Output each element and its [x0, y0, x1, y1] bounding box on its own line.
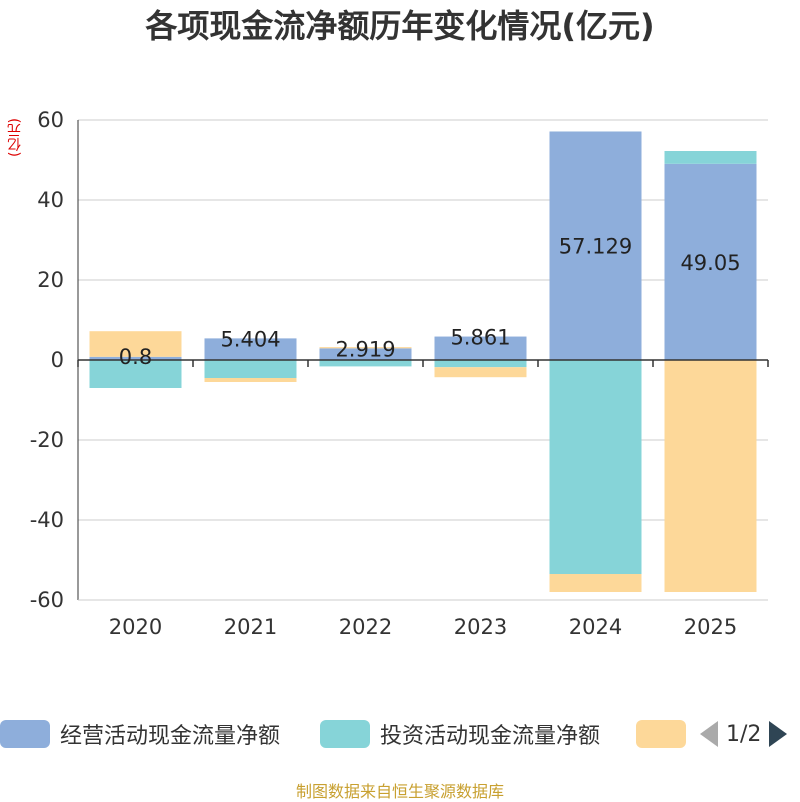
bar-investing-2024 — [549, 360, 642, 574]
x-tick-label: 2021 — [224, 615, 277, 639]
bar-financing-2022 — [319, 347, 412, 349]
chart-title: 各项现金流净额历年变化情况(亿元) — [145, 7, 655, 45]
data-label-operating: 49.05 — [680, 251, 740, 275]
data-label-operating: 5.861 — [450, 326, 510, 350]
bar-operating-2020 — [89, 356, 182, 360]
legend-prev-icon[interactable] — [700, 721, 718, 747]
chart-area: 60 40 20 0 -20 -40 -60 2020 2021 2022 2023 2024 2025… — [30, 108, 769, 639]
bar-operating-2022 — [319, 348, 412, 360]
legend-next-icon[interactable] — [769, 721, 788, 747]
y-tick-label: 60 — [37, 108, 64, 132]
data-label-operating: 5.404 — [220, 327, 280, 351]
x-tick-label: 2020 — [109, 615, 162, 639]
bar-financing-2024 — [549, 574, 642, 592]
legend-item-financing[interactable] — [636, 716, 686, 752]
legend-page-indicator: 1/2 — [726, 721, 762, 747]
y-tick-label: 20 — [37, 268, 64, 292]
legend-item-operating[interactable]: 经营活动现金流量净额 — [0, 716, 280, 752]
bar-operating-2024 — [549, 131, 642, 360]
legend-swatch-investing — [320, 720, 370, 748]
y-tick-label: 0 — [51, 348, 64, 372]
legend-item-investing[interactable]: 投资活动现金流量净额 — [320, 716, 600, 752]
x-tick-label: 2022 — [339, 615, 392, 639]
legend-label-operating: 经营活动现金流量净额 — [60, 724, 281, 749]
legend-swatch-financing — [636, 720, 686, 748]
bar-investing-2025 — [664, 151, 757, 164]
x-tick-label: 2025 — [684, 615, 737, 639]
y-tick-label: 40 — [37, 188, 64, 212]
bar-operating-2025 — [664, 163, 757, 360]
bar-operating-2023 — [434, 336, 527, 360]
bar-investing-2020 — [89, 360, 182, 388]
data-label-operating: 2.919 — [335, 337, 395, 361]
legend: 经营活动现金流量净额 投资活动现金流量净额 — [0, 716, 800, 752]
bar-investing-2021 — [204, 360, 297, 378]
bar-investing-2023 — [434, 360, 527, 368]
data-label-operating: 57.129 — [559, 235, 632, 259]
legend-pager: 1/2 — [700, 716, 788, 752]
source-footer: 制图数据来自恒生聚源数据库 — [295, 782, 504, 801]
y-tick-label: -40 — [30, 508, 64, 532]
legend-swatch-operating — [0, 720, 50, 748]
x-tick-label: 2023 — [454, 615, 507, 639]
bar-financing-2020 — [89, 331, 182, 357]
bar-financing-2025 — [664, 360, 757, 592]
bar-operating-2021 — [204, 338, 297, 360]
data-label-operating: 0.8 — [119, 345, 152, 369]
y-tick-label: -60 — [30, 588, 64, 612]
bar-financing-2023 — [434, 367, 527, 378]
y-tick-label: -20 — [30, 428, 64, 452]
bar-financing-2021 — [204, 378, 297, 382]
x-tick-label: 2024 — [569, 615, 622, 639]
bar-investing-2022 — [319, 360, 412, 367]
legend-label-investing: 投资活动现金流量净额 — [380, 724, 601, 749]
